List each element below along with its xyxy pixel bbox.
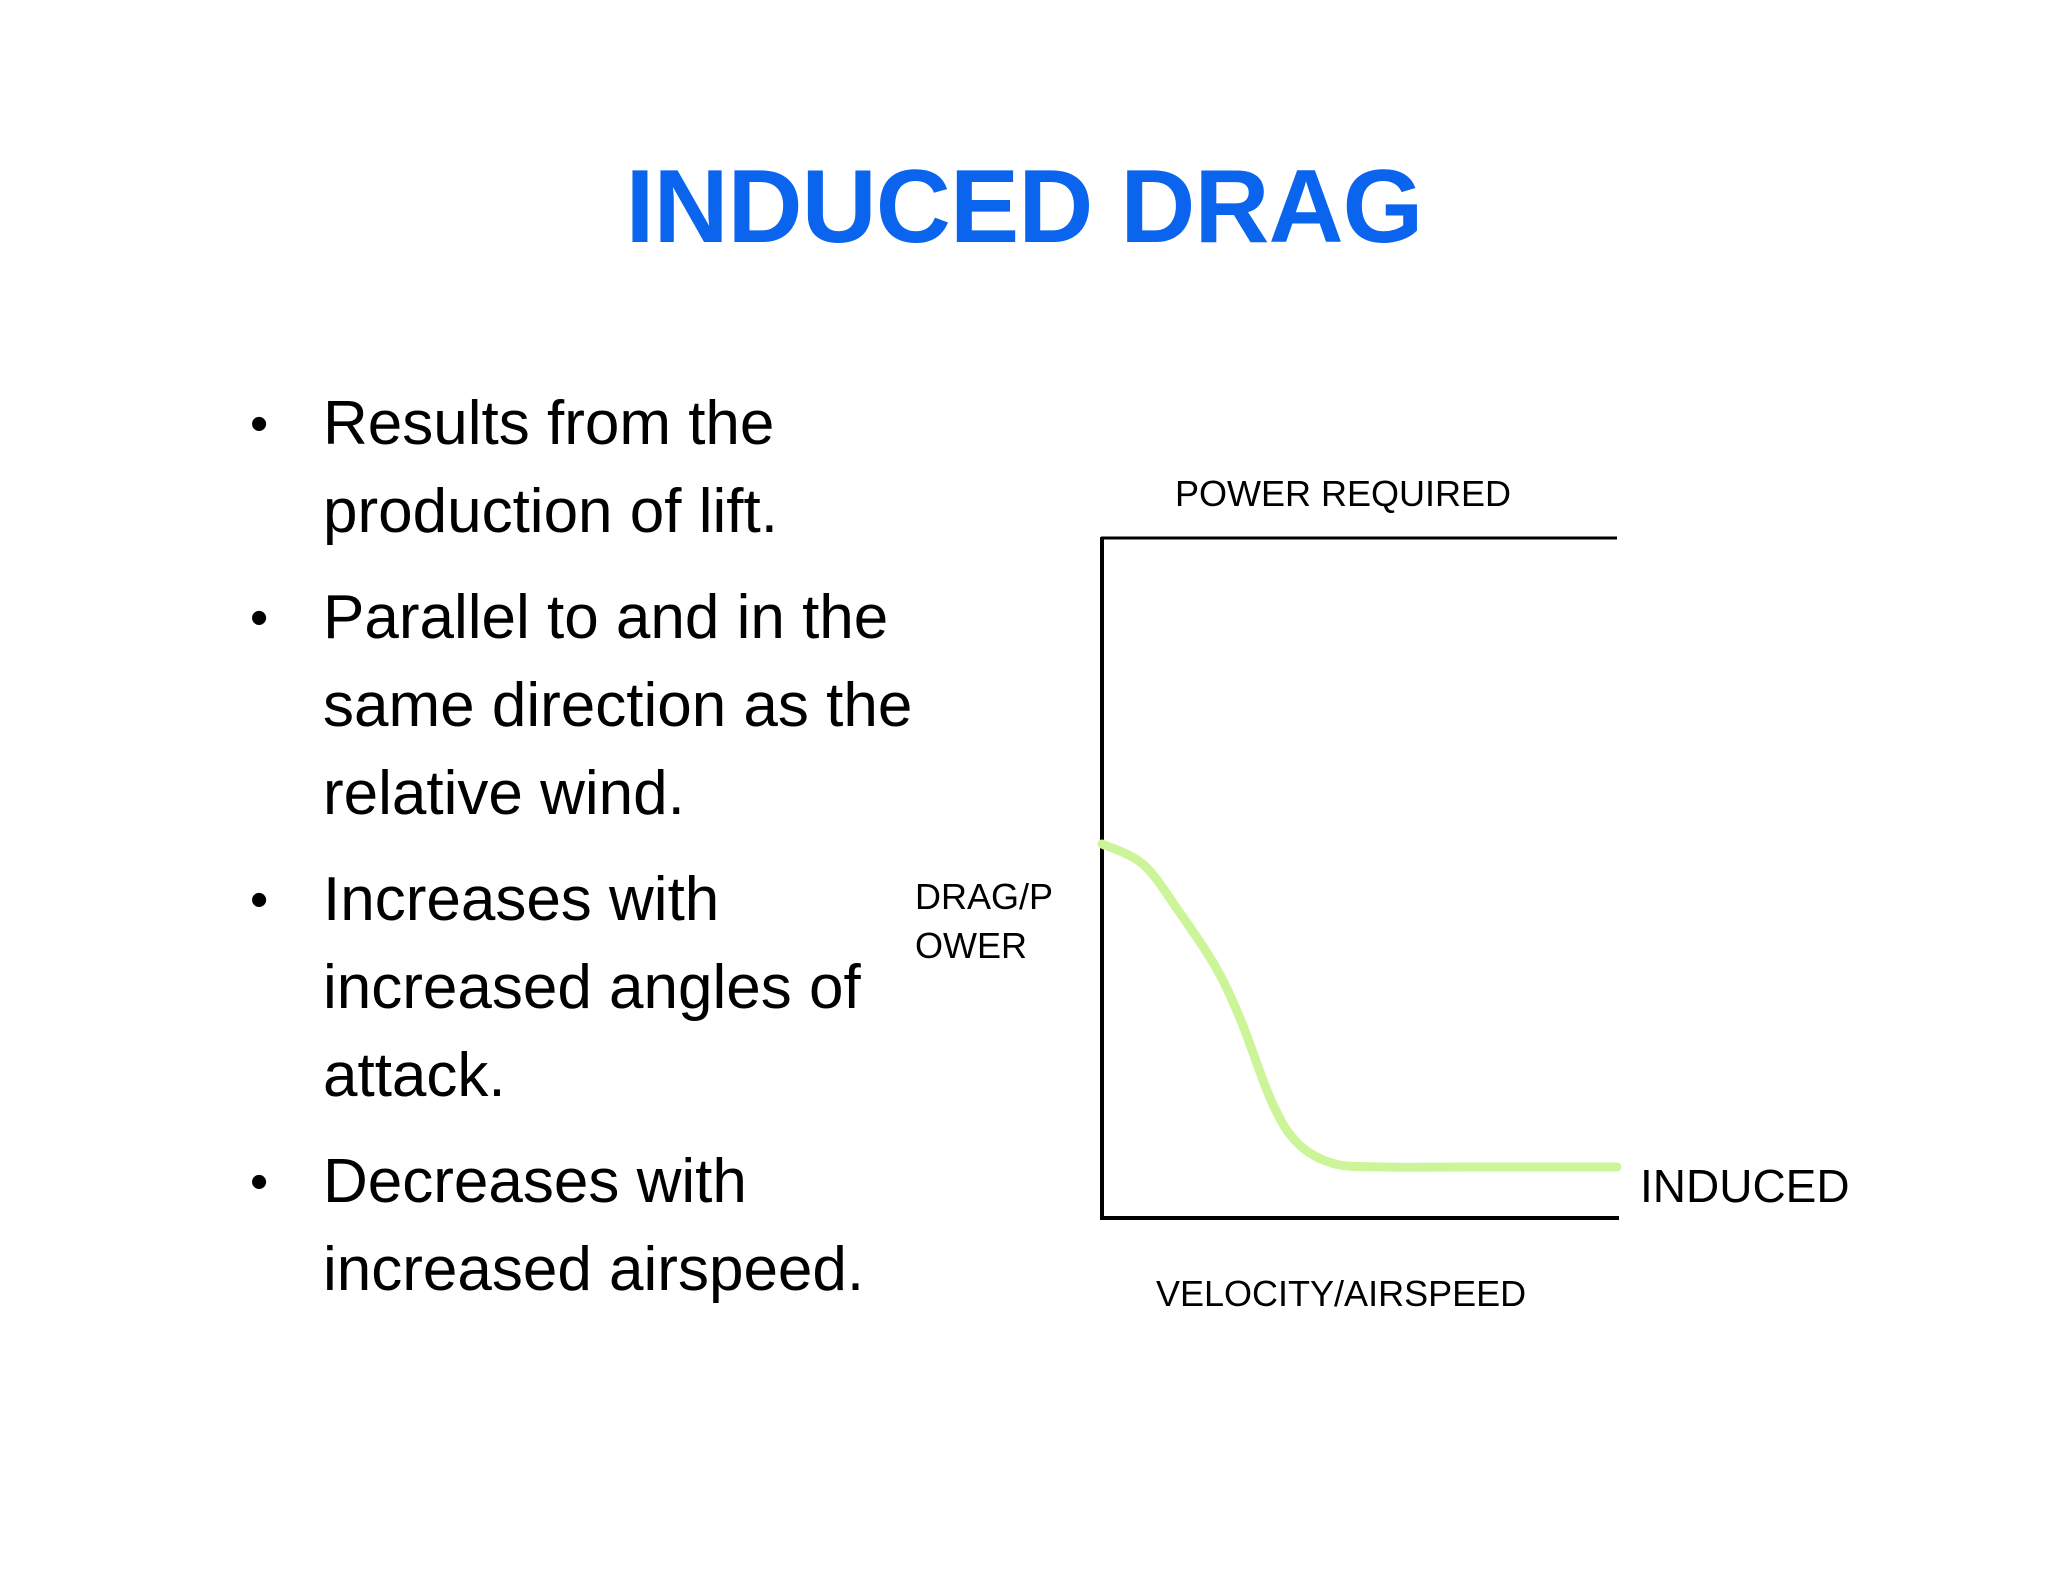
series-label: INDUCED [1640, 1160, 1850, 1212]
bullet-line: same direction as the [323, 671, 913, 740]
bullet-item: • Increases with increased angles of att… [250, 856, 970, 1120]
bullet-item: • Decreases with increased airspeed. [250, 1138, 970, 1314]
bullet-point-icon: • [250, 1153, 269, 1211]
bullet-line: Increases with [323, 865, 720, 934]
bullet-point-icon: • [250, 395, 269, 453]
bullet-line: increased angles of [323, 953, 861, 1022]
bullet-point-icon: • [250, 871, 269, 929]
slide-title: INDUCED DRAG [625, 149, 1424, 265]
y-axis-label-line: OWER [915, 924, 1027, 966]
bullet-item: • Parallel to and in the same direction … [250, 574, 970, 838]
y-axis-label: DRAG/P OWER [915, 873, 1065, 970]
y-axis-label-line: DRAG/P [915, 876, 1054, 917]
bullet-line: attack. [323, 1041, 506, 1110]
induced-drag-curve [1097, 839, 1622, 1172]
bullet-item: • Results from the production of lift. [250, 380, 970, 556]
bullet-line: Results from the [323, 389, 775, 458]
bullet-line: production of lift. [323, 477, 778, 546]
x-axis-label: VELOCITY/AIRSPEED [1156, 1273, 1527, 1314]
bullet-list: • Results from the production of lift. •… [250, 380, 970, 1332]
bullet-point-icon: • [250, 589, 269, 647]
bullet-line: relative wind. [323, 759, 685, 828]
bullet-line: increased airspeed. [323, 1235, 865, 1304]
bullet-line: Parallel to and in the [323, 583, 889, 652]
chart-title: POWER REQUIRED [1175, 473, 1512, 514]
bullet-line: Decreases with [323, 1147, 747, 1216]
